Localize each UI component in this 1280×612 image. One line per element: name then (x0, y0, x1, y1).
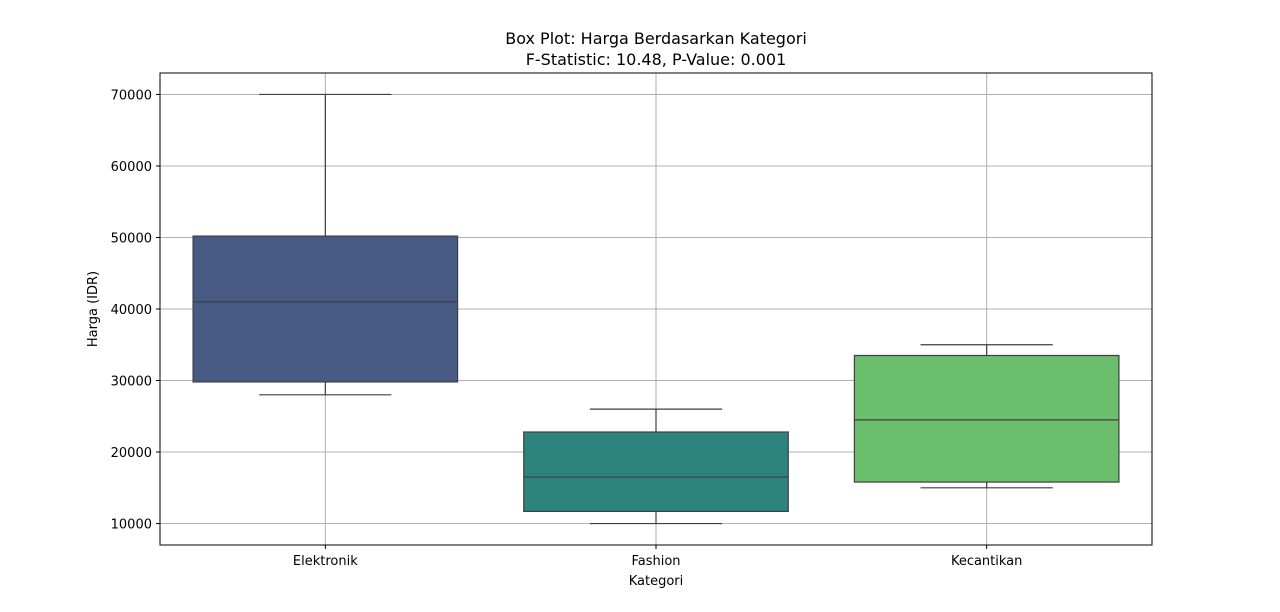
x-tick-label: Kecantikan (951, 554, 1022, 569)
y-tick-label: 50000 (111, 231, 152, 246)
box-fashion (523, 408, 789, 525)
x-axis-ticks: Elektronik Fashion Kecantikan (293, 545, 1022, 569)
iqr-box (853, 354, 1120, 483)
y-axis-label: Harga (IDR) (86, 271, 101, 347)
y-tick-label: 10000 (111, 518, 152, 533)
y-tick-label: 60000 (111, 160, 152, 175)
iqr-box (192, 235, 459, 383)
x-axis-label: Kategori (629, 574, 684, 589)
y-tick-label: 40000 (111, 303, 152, 318)
box-kecantikan (853, 344, 1120, 489)
y-tick-label: 30000 (111, 375, 152, 390)
x-tick-label: Fashion (631, 554, 680, 569)
iqr-box (523, 431, 789, 512)
chart-subtitle: F-Statistic: 10.48, P-Value: 0.001 (526, 50, 787, 69)
box-series (192, 93, 1120, 525)
y-tick-label: 70000 (111, 88, 152, 103)
box-elektronik (192, 93, 459, 396)
chart-title: Box Plot: Harga Berdasarkan Kategori (505, 29, 807, 48)
y-tick-label: 20000 (111, 446, 152, 461)
y-axis-ticks: 10000 20000 30000 40000 50000 60000 70000 (111, 88, 160, 533)
x-tick-label: Elektronik (293, 554, 358, 569)
